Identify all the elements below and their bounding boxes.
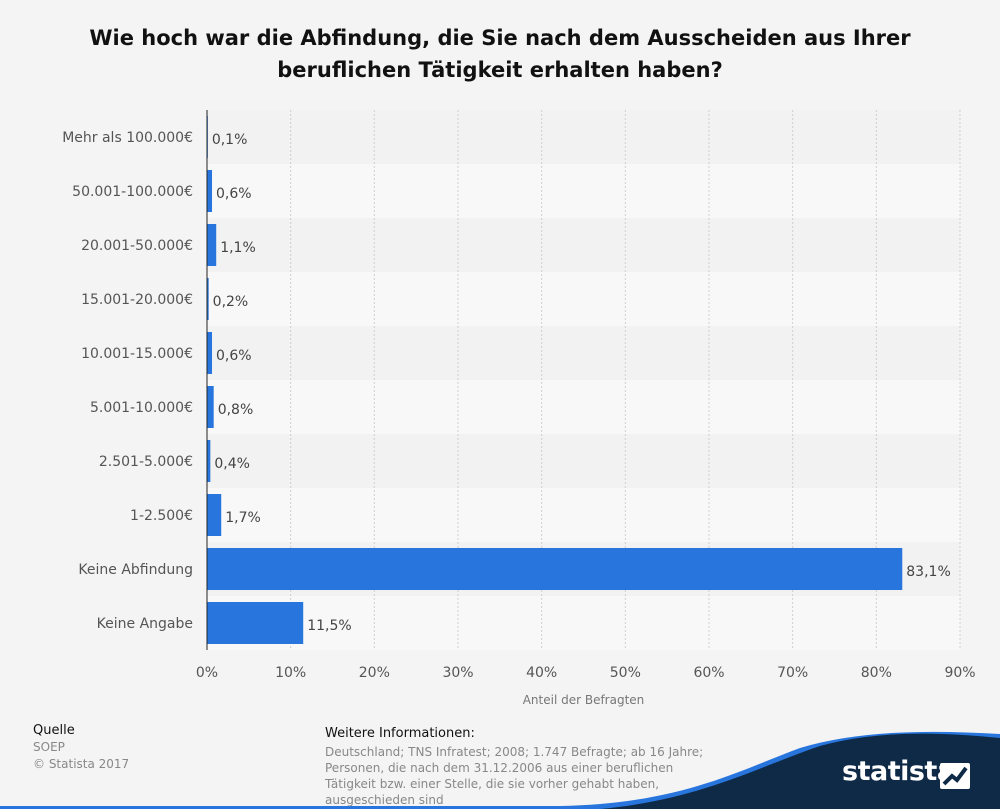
row-band	[207, 218, 960, 272]
x-tick-label: 60%	[693, 665, 724, 681]
category-label: 1-2.500€	[130, 508, 193, 524]
data-label: 0,6%	[216, 348, 252, 364]
bar	[207, 440, 211, 482]
row-band	[207, 434, 960, 488]
bar	[207, 224, 217, 266]
category-label: 10.001-15.000€	[81, 346, 193, 362]
data-label: 0,6%	[216, 186, 252, 202]
x-tick-label: 40%	[526, 665, 557, 681]
bar-chart: Mehr als 100.000€ 50.001-100.000€ 20.001-5…	[62, 110, 976, 707]
row-band	[207, 272, 960, 326]
bar	[207, 170, 213, 212]
data-label: 1,1%	[220, 240, 256, 256]
source-line-2: © Statista 2017	[33, 757, 130, 771]
category-label: Keine Angabe	[97, 616, 193, 632]
category-label: 5.001-10.000€	[90, 400, 193, 416]
category-label: Mehr als 100.000€	[62, 130, 193, 146]
data-label: 0,8%	[218, 402, 254, 418]
data-label: 1,7%	[225, 510, 261, 526]
bar	[207, 548, 903, 590]
statista-logo-icon	[940, 763, 970, 789]
category-label: Keine Abfindung	[78, 562, 193, 578]
row-band	[207, 110, 960, 164]
x-tick-label: 80%	[861, 665, 892, 681]
row-band	[207, 380, 960, 434]
x-tick-labels: 0% 10% 20% 30% 40% 50% 60% 70% 80% 90%	[196, 665, 976, 681]
row-band	[207, 164, 960, 218]
x-tick-label: 50%	[610, 665, 641, 681]
info-line-1: Deutschland; TNS Infratest; 2008; 1.747 …	[325, 745, 704, 759]
info-line-4: ausgeschieden sind	[325, 793, 444, 807]
category-labels: Mehr als 100.000€ 50.001-100.000€ 20.001-5…	[62, 130, 193, 632]
category-label: 20.001-50.000€	[81, 238, 193, 254]
data-label: 0,1%	[212, 132, 248, 148]
row-band	[207, 596, 960, 650]
row-band	[207, 326, 960, 380]
x-axis-title: Anteil der Befragten	[523, 693, 645, 707]
value-labels: 0,1% 0,6% 1,1% 0,2% 0,6% 0,8% 0,4% 1,7% 83,1% 11,…	[212, 132, 951, 634]
bar	[207, 494, 222, 536]
chart-title-line-1: Wie hoch war die Abfindung, die Sie nach…	[89, 26, 911, 50]
source-block: Quelle SOEP © Statista 2017	[33, 722, 129, 773]
x-tick-label: 10%	[275, 665, 306, 681]
x-tick-label: 20%	[359, 665, 390, 681]
source-heading: Quelle	[33, 723, 75, 738]
data-label: 0,2%	[213, 294, 249, 310]
row-band	[207, 488, 960, 542]
info-heading: Weitere Informationen:	[325, 726, 475, 741]
data-label: 11,5%	[307, 618, 351, 634]
info-block: Weitere Informationen: Deutschland; TNS …	[325, 726, 725, 808]
bar	[207, 278, 209, 320]
info-line-2: Personen, die nach dem 31.12.2006 aus ei…	[325, 761, 674, 775]
bar	[207, 602, 304, 644]
brand-wave	[0, 731, 1000, 809]
chart-title-line-2: beruflichen Tätigkeit erhalten haben?	[277, 58, 723, 82]
bar	[207, 332, 213, 374]
info-line-3: Tätigkeit bzw. einer Stelle, die sie vor…	[325, 777, 660, 791]
x-tick-label: 30%	[442, 665, 473, 681]
data-label: 83,1%	[906, 564, 950, 580]
x-tick-label: 70%	[777, 665, 808, 681]
x-tick-label: 90%	[944, 665, 975, 681]
category-label: 15.001-20.000€	[81, 292, 193, 308]
statista-logo: statista	[842, 756, 955, 787]
source-line-1: SOEP	[33, 740, 65, 754]
bar	[207, 386, 214, 428]
chart-title: Wie hoch war die Abfindung, die Sie nach…	[50, 22, 950, 86]
category-label: 2.501-5.000€	[99, 454, 193, 470]
category-label: 50.001-100.000€	[72, 184, 193, 200]
data-label: 0,4%	[214, 456, 250, 472]
bars	[207, 116, 903, 644]
x-tick-label: 0%	[196, 665, 218, 681]
